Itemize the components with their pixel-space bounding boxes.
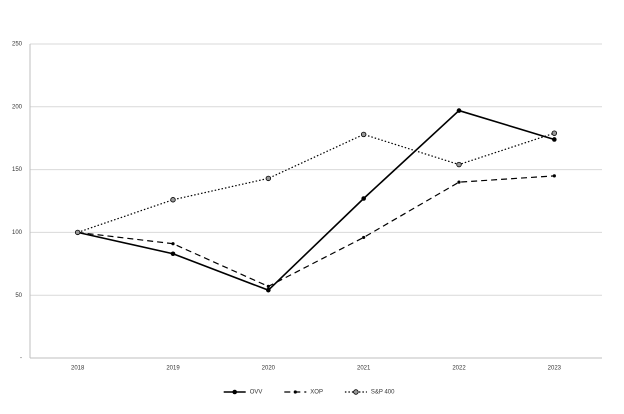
y-tick-label: 50 [15,293,22,299]
series-line [77,109,555,292]
marker [456,161,462,168]
marker [170,251,176,257]
legend-item: S&P 400 [344,389,395,396]
x-tick-label: 2021 [357,366,371,372]
marker [457,180,461,184]
legend-item: OVV [223,389,263,396]
x-tick-label: 2022 [452,366,466,372]
marker [360,131,367,138]
x-tick-label: 2020 [262,366,276,372]
legend-marker [293,390,297,394]
x-tick-label: 2019 [166,366,180,372]
y-tick-label: 200 [12,104,23,110]
marker [171,242,175,246]
marker [266,284,270,289]
marker [552,174,556,178]
y-tick-label: 150 [12,167,23,173]
legend-item: XOP [284,390,323,396]
legend-marker [232,389,237,395]
marker [170,197,176,203]
y-tick-label: 250 [12,42,23,48]
marker [265,175,272,182]
series-line [77,175,555,288]
y-tick-label: - [20,356,22,362]
marker [74,229,81,236]
marker [361,196,366,201]
marker [552,137,557,142]
legend-marker [353,389,359,395]
series-line [77,132,555,233]
x-tick-label: 2018 [71,366,85,372]
legend-label: XOP [310,390,323,396]
legend-label: OVV [250,390,263,396]
marker [456,108,462,113]
marker [362,235,366,240]
marker [551,130,558,136]
x-tick-label: 2023 [548,366,562,372]
legend-label: S&P 400 [371,390,395,396]
y-tick-label: 100 [12,230,23,236]
marker [266,287,271,293]
